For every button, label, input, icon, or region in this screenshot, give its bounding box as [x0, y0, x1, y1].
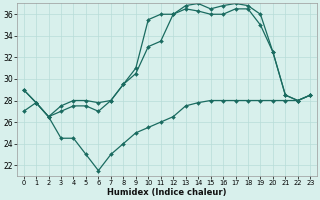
X-axis label: Humidex (Indice chaleur): Humidex (Indice chaleur) — [107, 188, 227, 197]
